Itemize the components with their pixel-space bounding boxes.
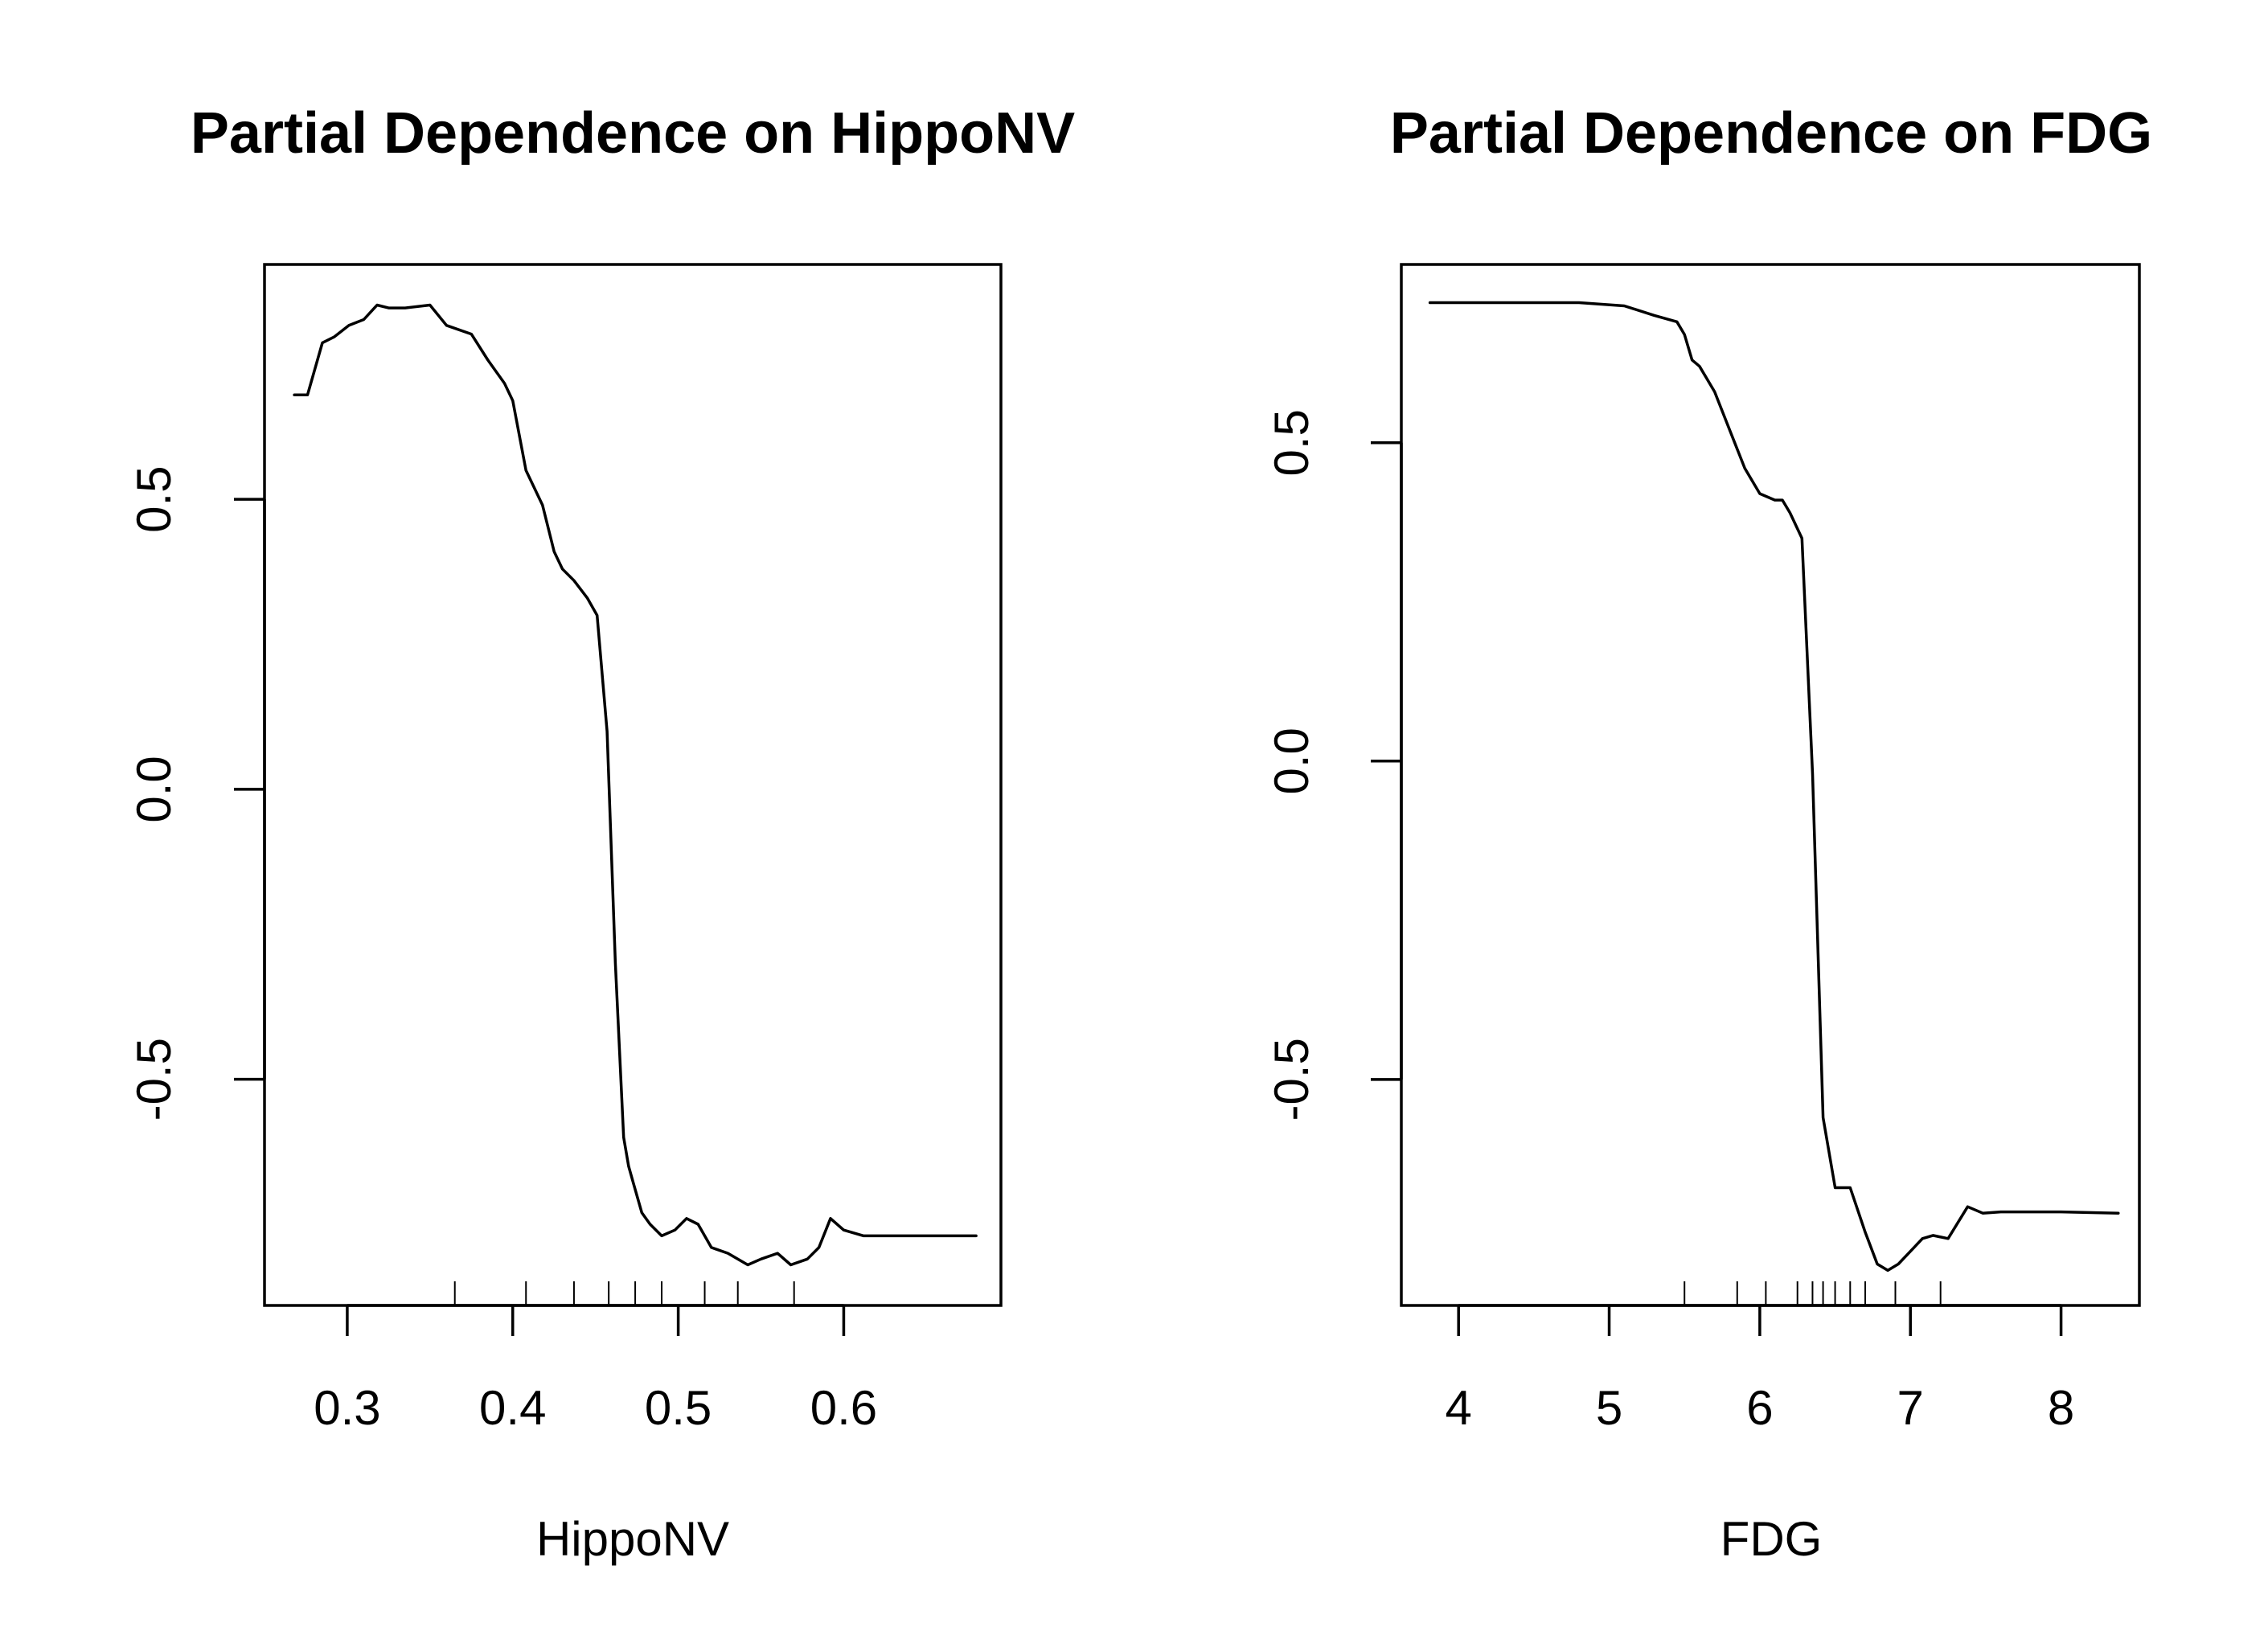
x-tick-label: 0.4: [479, 1381, 546, 1435]
y-tick-label: 0.0: [127, 756, 181, 822]
x-tick-label: 0.6: [810, 1381, 877, 1435]
chart-title: Partial Dependence on HippoNV: [191, 101, 1075, 166]
x-axis-label: HippoNV: [536, 1512, 729, 1566]
x-tick-label: 6: [1746, 1381, 1773, 1435]
x-axis-label: FDG: [1720, 1512, 1823, 1566]
y-tick-label: -0.5: [127, 1038, 181, 1121]
panel-fdg: Partial Dependence on FDG 4 5 6 7 8 -0.5 0.0 0.5…: [1265, 101, 2152, 1566]
x-tick-label: 7: [1897, 1381, 1924, 1435]
y-tick-label: 0.5: [1265, 409, 1319, 476]
x-tick-label: 4: [1446, 1381, 1472, 1435]
x-tick-label: 0.3: [314, 1381, 380, 1435]
y-tick-label: -0.5: [1265, 1038, 1319, 1121]
y-tick-label: 0.5: [127, 465, 181, 532]
panel-hippocampus: Partial Dependence on HippoNV 0.3 0.4 0.5 0.…: [127, 101, 1075, 1566]
x-tick-label: 0.5: [645, 1381, 712, 1435]
x-tick-label: 8: [2048, 1381, 2074, 1435]
x-tick-label: 5: [1596, 1381, 1622, 1435]
chart-title: Partial Dependence on FDG: [1390, 101, 2152, 166]
partial-dependence-line: [1428, 301, 2120, 1272]
y-tick-label: 0.0: [1265, 727, 1319, 794]
partial-dependence-line: [293, 303, 978, 1267]
